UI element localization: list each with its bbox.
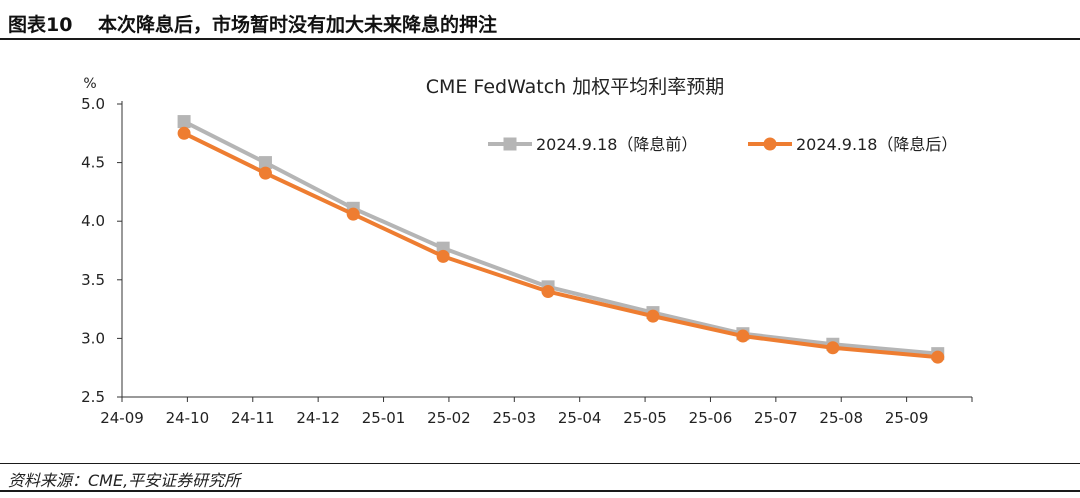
chart-title: CME FedWatch 加权平均利率预期 bbox=[426, 76, 725, 98]
x-tick-label: 25-01 bbox=[362, 409, 406, 427]
x-tick-label: 24-12 bbox=[296, 409, 340, 427]
chart-container: CME FedWatch 加权平均利率预期 % 2.5 3.0 3.5 4.0 4.5 5… bbox=[0, 40, 1080, 460]
source-divider bbox=[0, 463, 1080, 464]
x-tick-label: 25-05 bbox=[623, 409, 667, 427]
data-point-circle bbox=[436, 249, 450, 263]
y-tick-label: 3.5 bbox=[81, 271, 105, 289]
data-point-circle bbox=[931, 350, 945, 364]
y-axis-label: % bbox=[83, 76, 96, 92]
data-point-circle bbox=[646, 309, 660, 323]
x-tick-label: 25-08 bbox=[819, 409, 863, 427]
x-tick-label: 25-02 bbox=[427, 409, 471, 427]
legend-label-1: 2024.9.18（降息前） bbox=[536, 135, 697, 154]
data-point-circle bbox=[177, 126, 191, 140]
data-point-circle bbox=[346, 207, 360, 221]
figure-header: 图表10 本次降息后，市场暂时没有加大未来降息的押注 bbox=[0, 0, 1080, 40]
data-point-square bbox=[177, 115, 191, 129]
x-tick-label: 24-09 bbox=[100, 409, 144, 427]
y-tick-label: 2.5 bbox=[81, 388, 105, 406]
x-tick-label: 25-04 bbox=[558, 409, 602, 427]
y-tick-label: 3.0 bbox=[81, 329, 105, 347]
x-tick-label: 25-09 bbox=[885, 409, 929, 427]
x-tick-label: 24-11 bbox=[231, 409, 275, 427]
source-note: 资料来源：CME,平安证券研究所 bbox=[8, 471, 241, 490]
x-tick-label: 25-06 bbox=[689, 409, 733, 427]
figure-label: 图表10 bbox=[8, 14, 73, 36]
legend-marker-circle bbox=[763, 137, 777, 151]
y-tick-label: 4.5 bbox=[81, 154, 105, 172]
data-point-square bbox=[258, 156, 272, 170]
y-tick-label: 5.0 bbox=[81, 95, 105, 113]
data-point-circle bbox=[541, 285, 555, 299]
data-point-circle bbox=[736, 329, 750, 343]
bottom-divider bbox=[0, 490, 1080, 492]
series-line-1 bbox=[183, 119, 938, 356]
x-tick-label: 25-03 bbox=[493, 409, 537, 427]
y-tick-label: 4.0 bbox=[81, 212, 105, 230]
x-tick-label: 25-07 bbox=[754, 409, 798, 427]
x-tick-label: 24-10 bbox=[166, 409, 210, 427]
legend-label-2: 2024.9.18（降息后） bbox=[796, 135, 957, 154]
line-chart: CME FedWatch 加权平均利率预期 % 2.5 3.0 3.5 4.0 4.5 5… bbox=[81, 76, 973, 427]
data-point-circle bbox=[826, 341, 840, 355]
series-line-2 bbox=[183, 131, 938, 360]
data-point-circle bbox=[258, 166, 272, 180]
legend-marker-square bbox=[503, 137, 517, 151]
figure-title: 本次降息后，市场暂时没有加大未来降息的押注 bbox=[98, 14, 498, 36]
